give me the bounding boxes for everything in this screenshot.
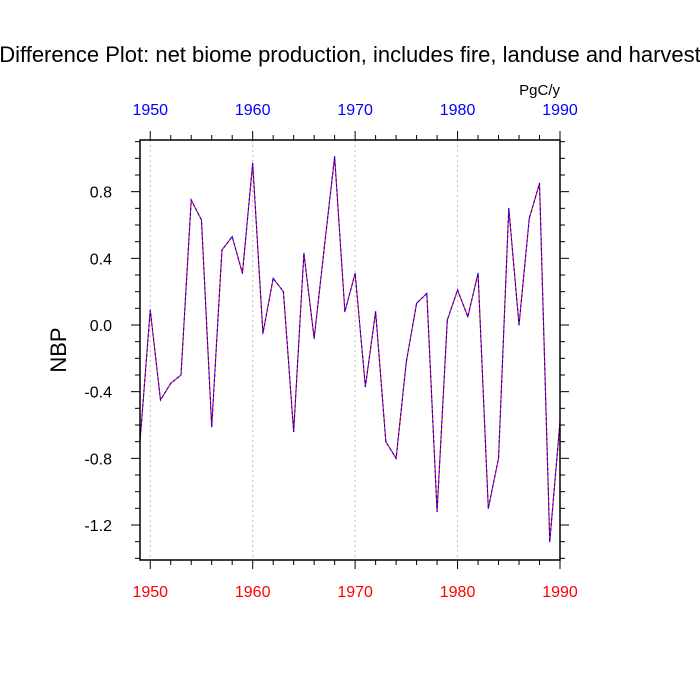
series-line-red <box>140 156 560 542</box>
data-point <box>272 277 274 279</box>
chart-title: Difference Plot: net biome production, i… <box>0 42 700 67</box>
x-tick-label-top: 1960 <box>235 102 271 119</box>
data-point <box>395 457 397 459</box>
data-point <box>518 324 520 326</box>
data-series <box>140 156 560 543</box>
y-tick-label: 0.4 <box>90 251 112 268</box>
data-point <box>323 246 325 248</box>
data-point <box>211 426 213 428</box>
data-point <box>262 332 264 334</box>
data-point <box>252 162 254 164</box>
data-point <box>446 319 448 321</box>
x-tick-label-top: 1990 <box>542 102 578 119</box>
data-point <box>170 382 172 384</box>
data-point <box>436 511 438 513</box>
gridlines <box>149 140 459 560</box>
data-point <box>405 361 407 363</box>
data-point <box>180 374 182 376</box>
data-point <box>354 272 356 274</box>
series-line-blue <box>140 156 560 542</box>
y-tick-label: -1.2 <box>84 518 112 535</box>
x-tick-label-top: 1970 <box>337 102 373 119</box>
units-label: PgC/y <box>519 82 560 99</box>
x-tick-label-bottom: 1950 <box>132 584 168 601</box>
data-point <box>497 457 500 459</box>
data-point <box>344 311 346 313</box>
data-point <box>282 291 285 293</box>
data-point <box>467 316 469 318</box>
axis-ticks <box>131 131 569 569</box>
data-point <box>190 199 192 201</box>
axis-tick-labels: 1950 1950 1960 1960 1970 1970 1980 1980 1990 1990… <box>84 102 577 601</box>
data-point <box>508 207 510 209</box>
y-tick-label: 0.0 <box>90 318 112 335</box>
x-tick-label-bottom: 1970 <box>337 584 373 601</box>
x-tick-label-top: 1980 <box>440 102 476 119</box>
data-point <box>293 431 295 433</box>
data-point <box>375 311 377 313</box>
data-point <box>385 441 387 443</box>
data-point <box>231 236 233 238</box>
data-point <box>549 541 551 543</box>
data-point <box>303 252 305 254</box>
y-tick-label: -0.4 <box>84 385 112 402</box>
plot-frame <box>139 139 561 561</box>
data-point <box>426 292 428 294</box>
data-point <box>456 289 459 291</box>
data-point <box>364 386 366 388</box>
data-point <box>221 249 223 251</box>
data-point <box>415 302 418 304</box>
data-point <box>313 337 315 339</box>
data-point <box>487 507 489 509</box>
y-tick-label: -0.8 <box>84 451 112 468</box>
data-point <box>528 217 530 219</box>
data-point <box>538 182 541 184</box>
data-point <box>159 399 162 401</box>
x-tick-label-bottom: 1980 <box>440 584 476 601</box>
x-tick-label-top: 1950 <box>132 102 168 119</box>
y-axis-label: NBP <box>46 327 71 372</box>
data-point <box>149 309 151 311</box>
data-point <box>477 272 479 274</box>
data-point <box>334 156 336 158</box>
y-tick-label: 0.8 <box>90 185 112 202</box>
x-tick-label-bottom: 1990 <box>542 584 578 601</box>
data-point <box>241 272 244 274</box>
data-point <box>200 219 203 221</box>
x-tick-label-bottom: 1960 <box>235 584 271 601</box>
